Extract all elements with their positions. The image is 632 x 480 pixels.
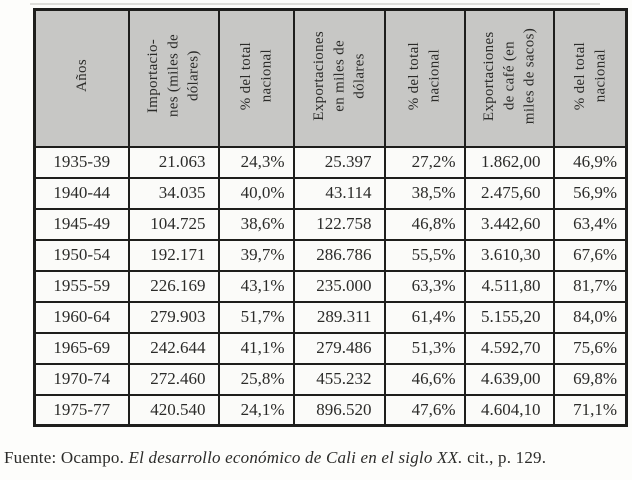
- exports-pct-cell: 55,5%: [383, 238, 466, 272]
- coffee-exports-cell: 4.592,70: [463, 331, 555, 365]
- coffee-exports-cell: 2.475,60: [463, 176, 555, 210]
- column-header-cafe: Exportaciones de café (en miles de sacos…: [463, 8, 555, 148]
- exports-value-cell: 896.520: [292, 393, 386, 427]
- column-header-label: Años: [73, 59, 90, 93]
- table-row: 1955-59 226.169 43,1% 235.000 63,3% 4.51…: [33, 269, 628, 303]
- imports-pct-cell: 51,7%: [217, 300, 295, 334]
- table-row: 1940-44 34.035 40,0% 43.114 38,5% 2.475,…: [33, 176, 628, 210]
- column-header-label: Exportaciones en miles de dólares: [310, 30, 368, 121]
- statistics-table: Años Importacio- nes (miles de dólares) …: [33, 8, 628, 427]
- imports-pct-cell: 24,1%: [217, 393, 295, 427]
- year-cell: 1975-77: [33, 393, 130, 427]
- coffee-exports-cell: 3.610,30: [463, 238, 555, 272]
- coffee-pct-cell: 67,6%: [552, 238, 628, 272]
- coffee-exports-cell: 3.442,60: [463, 207, 555, 241]
- imports-value-cell: 279.903: [127, 300, 220, 334]
- coffee-exports-cell: 4.639,00: [463, 362, 555, 396]
- coffee-exports-cell: 5.155,20: [463, 300, 555, 334]
- column-header-pct-exportaciones: % del total nacional: [383, 8, 466, 148]
- source-prefix: Fuente: Ocampo.: [4, 448, 129, 467]
- coffee-pct-cell: 69,8%: [552, 362, 628, 396]
- imports-value-cell: 21.063: [127, 145, 220, 179]
- exports-pct-cell: 46,8%: [383, 207, 466, 241]
- imports-value-cell: 226.169: [127, 269, 220, 303]
- exports-pct-cell: 46,6%: [383, 362, 466, 396]
- source-caption: Fuente: Ocampo. El desarrollo económico …: [4, 448, 546, 468]
- coffee-pct-cell: 84,0%: [552, 300, 628, 334]
- coffee-exports-cell: 4.511,80: [463, 269, 555, 303]
- coffee-pct-cell: 71,1%: [552, 393, 628, 427]
- exports-value-cell: 286.786: [292, 238, 386, 272]
- exports-pct-cell: 61,4%: [383, 300, 466, 334]
- coffee-pct-cell: 63,4%: [552, 207, 628, 241]
- coffee-pct-cell: 56,9%: [552, 176, 628, 210]
- year-cell: 1935-39: [33, 145, 130, 179]
- table-row: 1945-49 104.725 38,6% 122.758 46,8% 3.44…: [33, 207, 628, 241]
- column-header-exportaciones: Exportaciones en miles de dólares: [292, 8, 386, 148]
- year-cell: 1945-49: [33, 207, 130, 241]
- imports-pct-cell: 43,1%: [217, 269, 295, 303]
- exports-value-cell: 455.232: [292, 362, 386, 396]
- year-cell: 1965-69: [33, 331, 130, 365]
- imports-pct-cell: 39,7%: [217, 238, 295, 272]
- exports-pct-cell: 38,5%: [383, 176, 466, 210]
- exports-value-cell: 43.114: [292, 176, 386, 210]
- table-row: 1950-54 192.171 39,7% 286.786 55,5% 3.61…: [33, 238, 628, 272]
- exports-value-cell: 25.397: [292, 145, 386, 179]
- column-header-pct-cafe: % del total nacional: [552, 8, 628, 148]
- imports-pct-cell: 24,3%: [217, 145, 295, 179]
- coffee-exports-cell: 1.862,00: [463, 145, 555, 179]
- scan-artifact-line: [30, 3, 600, 5]
- source-suffix: cit., p. 129.: [462, 448, 547, 467]
- column-header-label: % del total nacional: [406, 41, 443, 110]
- column-header-anos: Años: [33, 8, 130, 148]
- exports-value-cell: 122.758: [292, 207, 386, 241]
- exports-value-cell: 235.000: [292, 269, 386, 303]
- year-cell: 1940-44: [33, 176, 130, 210]
- year-cell: 1955-59: [33, 269, 130, 303]
- table-row: 1975-77 420.540 24,1% 896.520 47,6% 4.60…: [33, 393, 628, 427]
- exports-pct-cell: 51,3%: [383, 331, 466, 365]
- year-cell: 1960-64: [33, 300, 130, 334]
- coffee-exports-cell: 4.604,10: [463, 393, 555, 427]
- imports-pct-cell: 41,1%: [217, 331, 295, 365]
- column-header-pct-importaciones: % del total nacional: [217, 8, 295, 148]
- imports-value-cell: 420.540: [127, 393, 220, 427]
- column-header-label: Exportaciones de café (en miles de sacos…: [480, 27, 538, 124]
- table-row: 1935-39 21.063 24,3% 25.397 27,2% 1.862,…: [33, 145, 628, 179]
- imports-pct-cell: 38,6%: [217, 207, 295, 241]
- exports-pct-cell: 63,3%: [383, 269, 466, 303]
- source-title-italic: El desarrollo económico de Cali en el si…: [128, 448, 463, 467]
- year-cell: 1970-74: [33, 362, 130, 396]
- imports-value-cell: 192.171: [127, 238, 220, 272]
- column-header-importaciones: Importacio- nes (miles de dólares): [127, 8, 220, 148]
- year-cell: 1950-54: [33, 238, 130, 272]
- imports-value-cell: 104.725: [127, 207, 220, 241]
- imports-value-cell: 34.035: [127, 176, 220, 210]
- exports-value-cell: 289.311: [292, 300, 386, 334]
- table-row: 1965-69 242.644 41,1% 279.486 51,3% 4.59…: [33, 331, 628, 365]
- header-row: Años Importacio- nes (miles de dólares) …: [33, 8, 628, 148]
- imports-value-cell: 272.460: [127, 362, 220, 396]
- coffee-pct-cell: 81,7%: [552, 269, 628, 303]
- coffee-pct-cell: 75,6%: [552, 331, 628, 365]
- column-header-label: % del total nacional: [237, 41, 274, 110]
- column-header-label: % del total nacional: [571, 41, 608, 110]
- table-row: 1970-74 272.460 25,8% 455.232 46,6% 4.63…: [33, 362, 628, 396]
- table-row: 1960-64 279.903 51,7% 289.311 61,4% 5.15…: [33, 300, 628, 334]
- imports-pct-cell: 40,0%: [217, 176, 295, 210]
- exports-pct-cell: 27,2%: [383, 145, 466, 179]
- imports-pct-cell: 25,8%: [217, 362, 295, 396]
- imports-value-cell: 242.644: [127, 331, 220, 365]
- column-header-label: Importacio- nes (miles de dólares): [145, 34, 202, 118]
- coffee-pct-cell: 46,9%: [552, 145, 628, 179]
- exports-pct-cell: 47,6%: [383, 393, 466, 427]
- exports-value-cell: 279.486: [292, 331, 386, 365]
